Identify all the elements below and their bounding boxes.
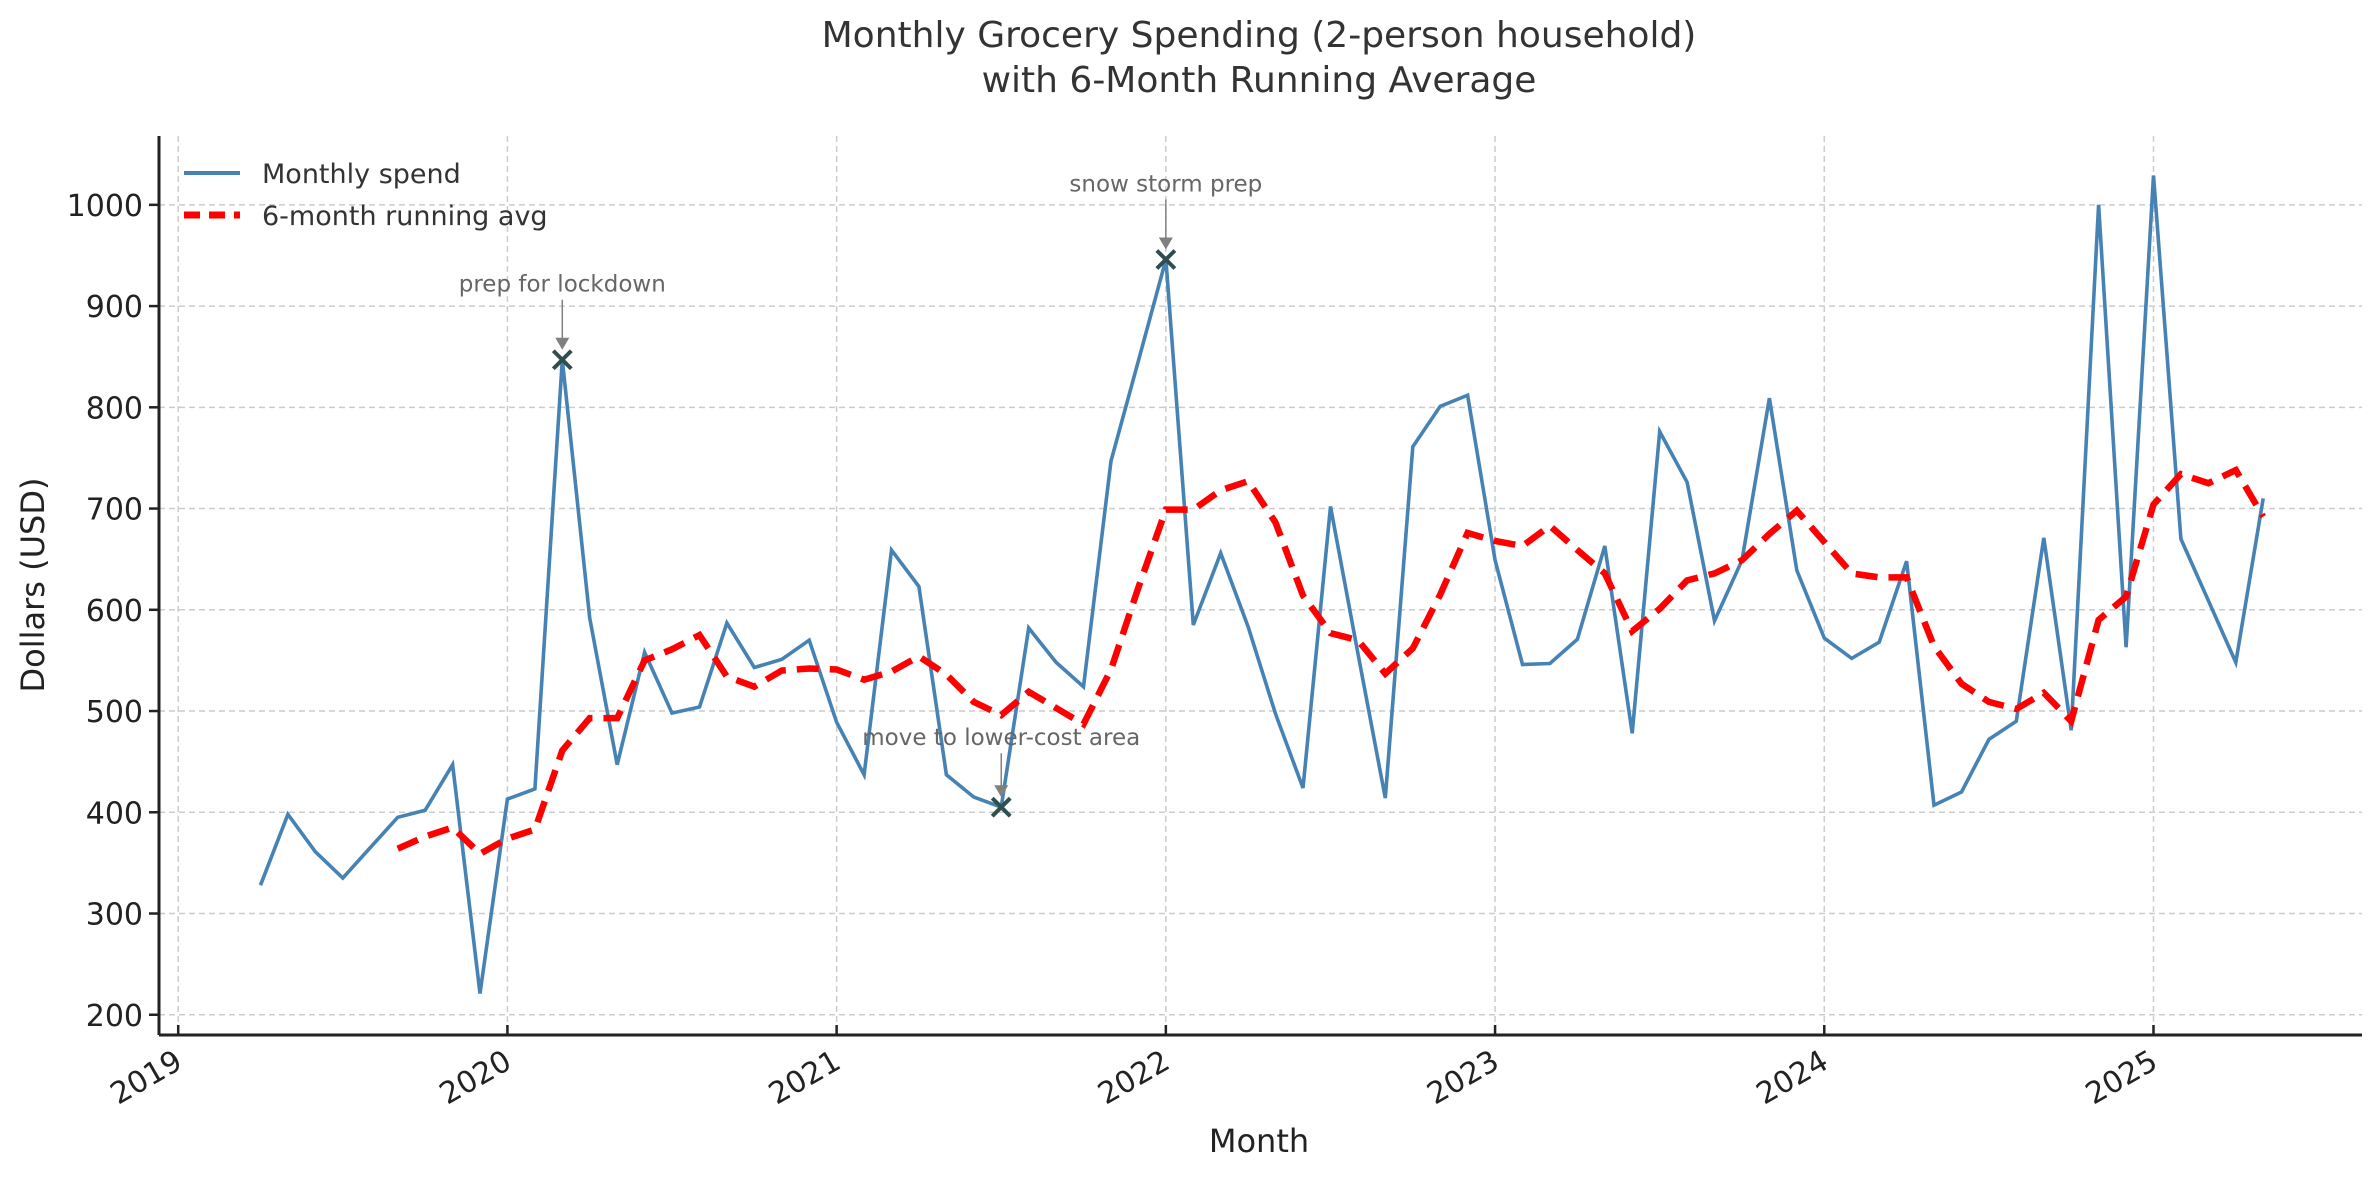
x-tick-label: 2022 <box>1092 1044 1176 1112</box>
annotation-text: snow storm prep <box>1069 172 1262 198</box>
annotation-marker-x-icon <box>551 349 573 371</box>
series-line-monthly-spend <box>258 175 2265 994</box>
annotation-arrowhead <box>994 785 1009 798</box>
x-tick-label: 2023 <box>1421 1044 1505 1112</box>
y-tick-label: 500 <box>86 695 143 730</box>
annotation-marker-x-icon <box>990 796 1012 818</box>
chart-subtitle: with 6-Month Running Average <box>982 60 1537 101</box>
x-tick-label: 2025 <box>2080 1044 2164 1112</box>
x-axis-label: Month <box>1209 1122 1309 1160</box>
legend-label-monthly-spend: Monthly spend <box>262 159 461 190</box>
y-tick-label: 700 <box>86 493 143 528</box>
x-tick-label: 2024 <box>1751 1044 1835 1112</box>
annotation-text: move to lower-cost area <box>862 725 1140 751</box>
x-ticks: 2019 2020 2021 2022 2023 2024 2025 <box>105 1025 2164 1112</box>
y-tick-label: 200 <box>86 999 143 1034</box>
y-tick-label: 400 <box>86 796 143 831</box>
y-tick-label: 600 <box>86 594 143 629</box>
annotation-arrowhead <box>555 337 570 350</box>
y-tick-label: 300 <box>86 898 143 933</box>
legend: Monthly spend 6-month running avg <box>184 159 548 232</box>
legend-label-running-avg: 6-month running avg <box>262 201 548 232</box>
annotations: prep for lockdown move to lower-cost area… <box>459 172 1262 818</box>
annotation-arrowhead <box>1158 237 1173 250</box>
y-tick-label: 800 <box>86 391 143 426</box>
y-ticks: 200 300 400 500 600 700 800 900 1000 <box>67 189 159 1034</box>
chart-title: Monthly Grocery Spending (2-person house… <box>822 15 1697 56</box>
annotation-marker-x-icon <box>1155 249 1177 270</box>
series-layer <box>258 175 2267 994</box>
y-tick-label: 900 <box>86 290 143 325</box>
series-line-running-avg <box>396 465 2267 858</box>
x-tick-label: 2021 <box>763 1044 847 1112</box>
x-tick-label: 2020 <box>434 1044 518 1112</box>
y-tick-label: 1000 <box>67 189 143 224</box>
annotation-text: prep for lockdown <box>459 272 666 298</box>
grid <box>159 136 2362 1035</box>
y-axis-label: Dollars (USD) <box>14 478 52 693</box>
x-tick-label: 2019 <box>105 1044 189 1112</box>
